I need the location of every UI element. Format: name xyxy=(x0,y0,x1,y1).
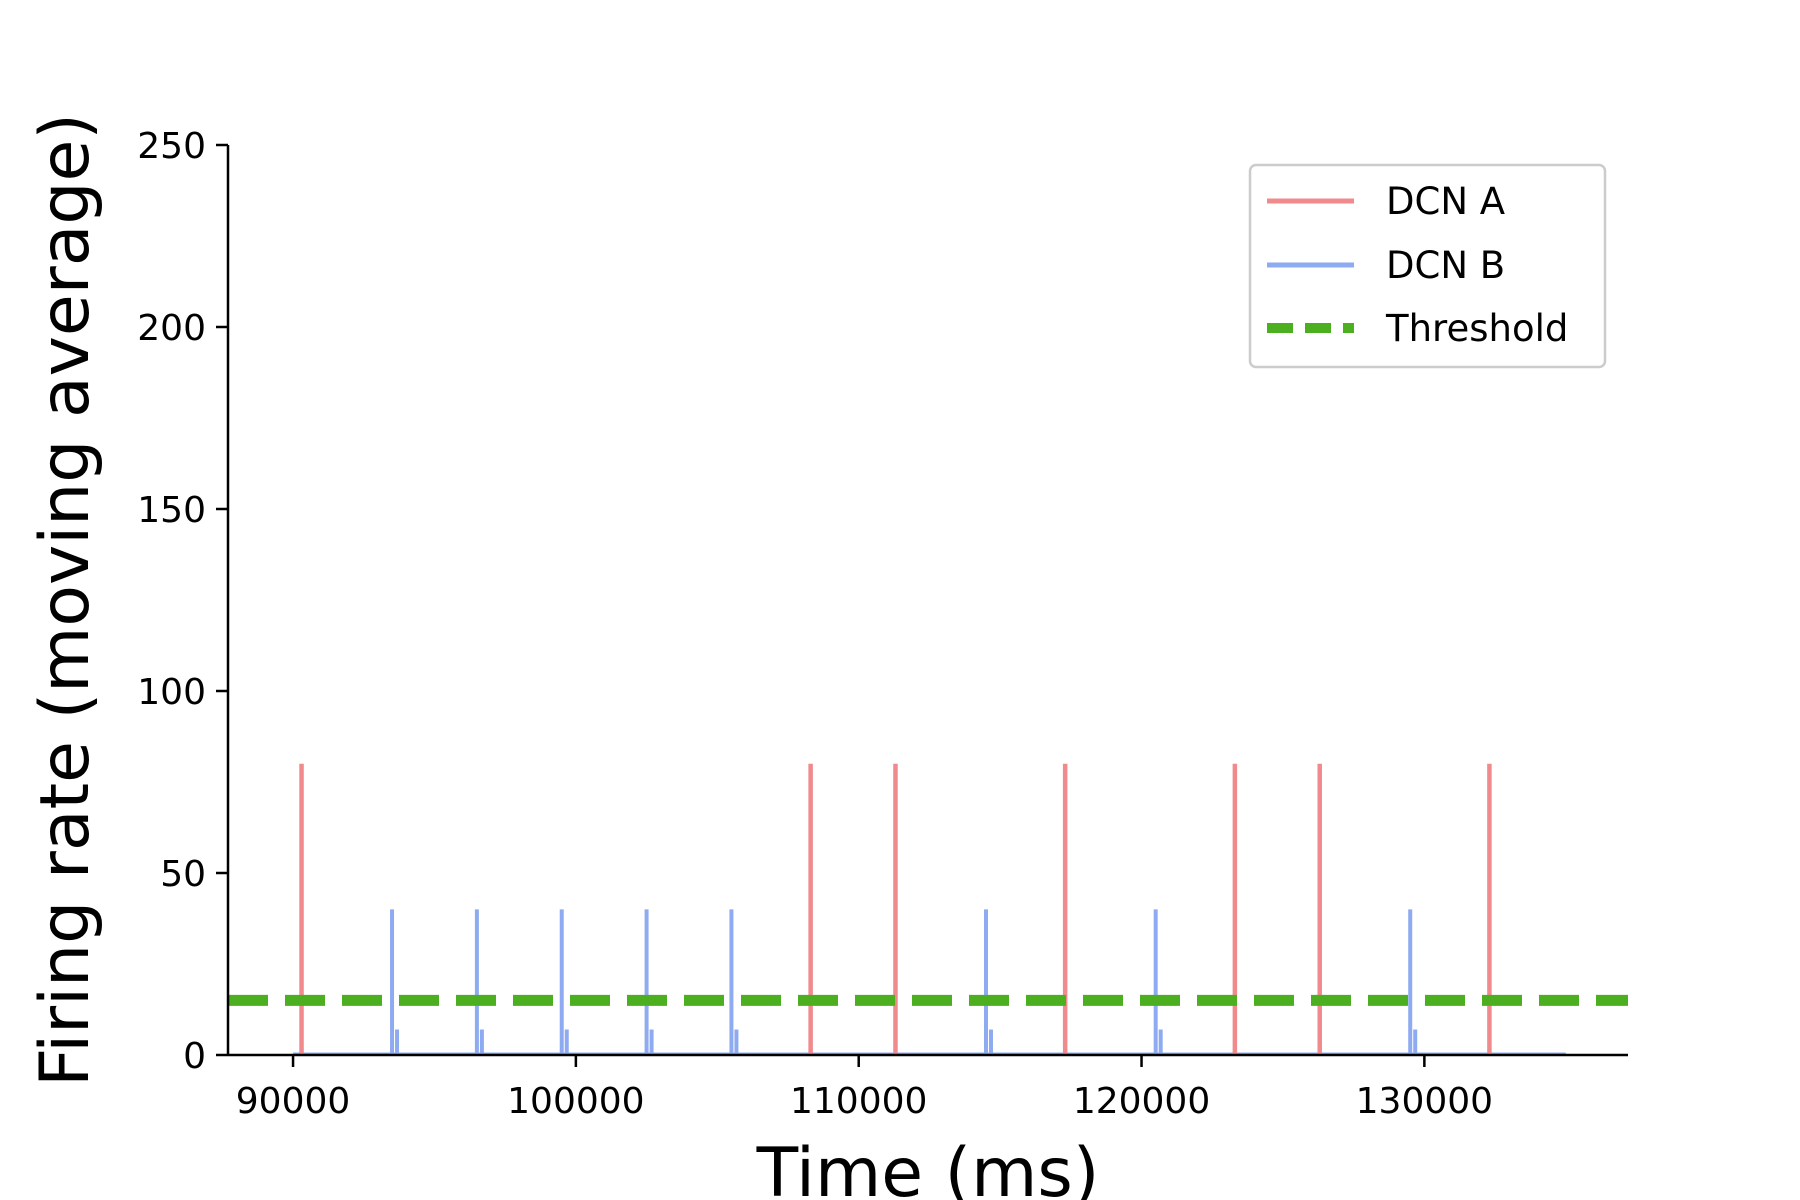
plot-series xyxy=(228,763,1628,1056)
axis-ticks: 0 50 100 150 200 250 90000 100000 110000 120000 13… xyxy=(137,126,1493,1122)
x-tick-label: 110000 xyxy=(790,1081,927,1122)
y-tick-label: 250 xyxy=(137,126,206,167)
legend-label-dcn-a: DCN A xyxy=(1386,180,1505,223)
y-tick-label: 100 xyxy=(137,672,206,713)
x-tick-label: 100000 xyxy=(507,1081,644,1122)
y-tick-label: 150 xyxy=(137,490,206,531)
legend: DCN A DCN B Threshold xyxy=(1248,163,1607,369)
x-tick-label: 90000 xyxy=(236,1081,351,1122)
legend-label-threshold: Threshold xyxy=(1385,307,1568,350)
y-axis-label: Firing rate (moving average) xyxy=(26,113,105,1087)
y-tick-label: 50 xyxy=(160,854,206,895)
y-tick-label: 200 xyxy=(137,308,206,349)
y-tick-label: 0 xyxy=(183,1036,206,1077)
legend-box xyxy=(1248,163,1607,369)
x-tick-label: 130000 xyxy=(1356,1081,1493,1122)
x-tick-label: 120000 xyxy=(1073,1081,1210,1122)
legend-label-dcn-b: DCN B xyxy=(1386,244,1505,287)
x-axis-label: Time (ms) xyxy=(756,1134,1100,1200)
